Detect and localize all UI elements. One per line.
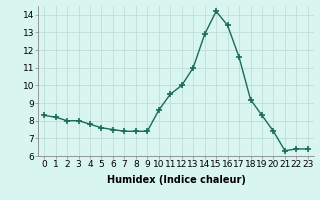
X-axis label: Humidex (Indice chaleur): Humidex (Indice chaleur) [107,175,245,185]
